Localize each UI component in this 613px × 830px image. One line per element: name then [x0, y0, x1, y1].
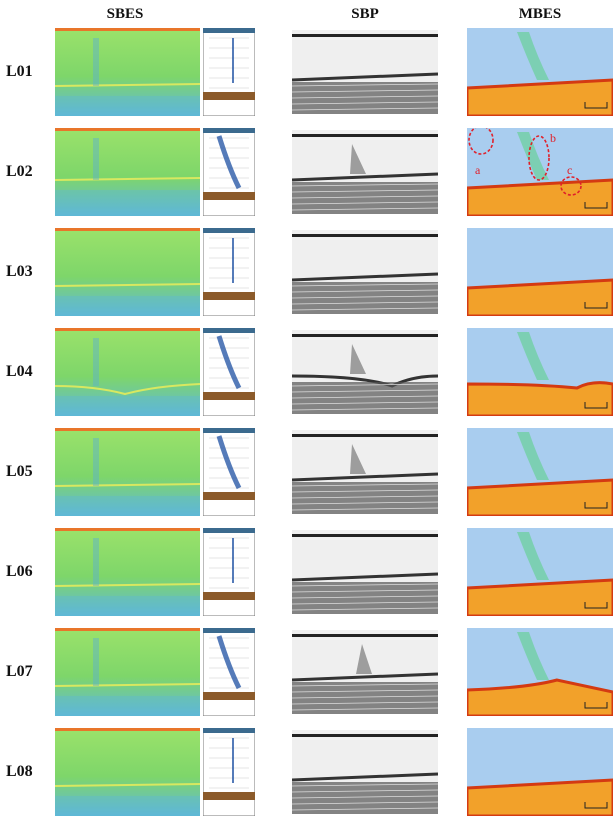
sbes-echogram-l04 — [55, 328, 200, 416]
mbes-watercolumn-l05 — [467, 428, 613, 516]
sbes-echogram-l02 — [55, 128, 200, 216]
sbp-profile-l08 — [292, 730, 438, 814]
sbes-profile-l02 — [203, 128, 255, 216]
sbes-profile-l03 — [203, 228, 255, 316]
sbp-profile-l02 — [292, 130, 438, 214]
header-mbes: MBES — [518, 6, 562, 22]
sbes-echogram-l08 — [55, 728, 200, 816]
sbp-profile-l01 — [292, 30, 438, 114]
row-label-l04: L04 — [6, 363, 33, 380]
mbes-watercolumn-l06 — [467, 528, 613, 616]
row-label-l08: L08 — [6, 763, 33, 780]
row-label-l02: L02 — [6, 163, 33, 180]
row-label-l03: L03 — [6, 263, 33, 280]
sbp-profile-l06 — [292, 530, 438, 614]
row-label-l06: L06 — [6, 563, 33, 580]
sbp-profile-l04 — [292, 330, 438, 414]
mbes-watercolumn-l01 — [467, 28, 613, 116]
header-sbes: SBES — [106, 6, 144, 22]
sbes-profile-l06 — [203, 528, 255, 616]
sbes-echogram-l03 — [55, 228, 200, 316]
sbes-profile-l01 — [203, 28, 255, 116]
sbes-profile-l08 — [203, 728, 255, 816]
sbp-profile-l03 — [292, 230, 438, 314]
sbes-echogram-l07 — [55, 628, 200, 716]
mbes-watercolumn-l08 — [467, 728, 613, 816]
row-label-l07: L07 — [6, 663, 33, 680]
sbp-profile-l05 — [292, 430, 438, 514]
sbes-profile-l05 — [203, 428, 255, 516]
sbes-echogram-l06 — [55, 528, 200, 616]
sbes-profile-l04 — [203, 328, 255, 416]
row-label-l01: L01 — [6, 63, 33, 80]
mbes-watercolumn-l04 — [467, 328, 613, 416]
row-label-l05: L05 — [6, 463, 33, 480]
annotation-c: c — [567, 163, 572, 177]
sbes-echogram-l05 — [55, 428, 200, 516]
sbp-profile-l07 — [292, 630, 438, 714]
mbes-watercolumn-l03 — [467, 228, 613, 316]
header-sbp: SBP — [351, 6, 379, 22]
annotation-a: a — [475, 163, 481, 177]
sbes-profile-l07 — [203, 628, 255, 716]
mbes-watercolumn-l02: a b c — [467, 128, 613, 216]
sbes-echogram-l01 — [55, 28, 200, 116]
annotation-b: b — [550, 131, 556, 145]
mbes-watercolumn-l07 — [467, 628, 613, 716]
